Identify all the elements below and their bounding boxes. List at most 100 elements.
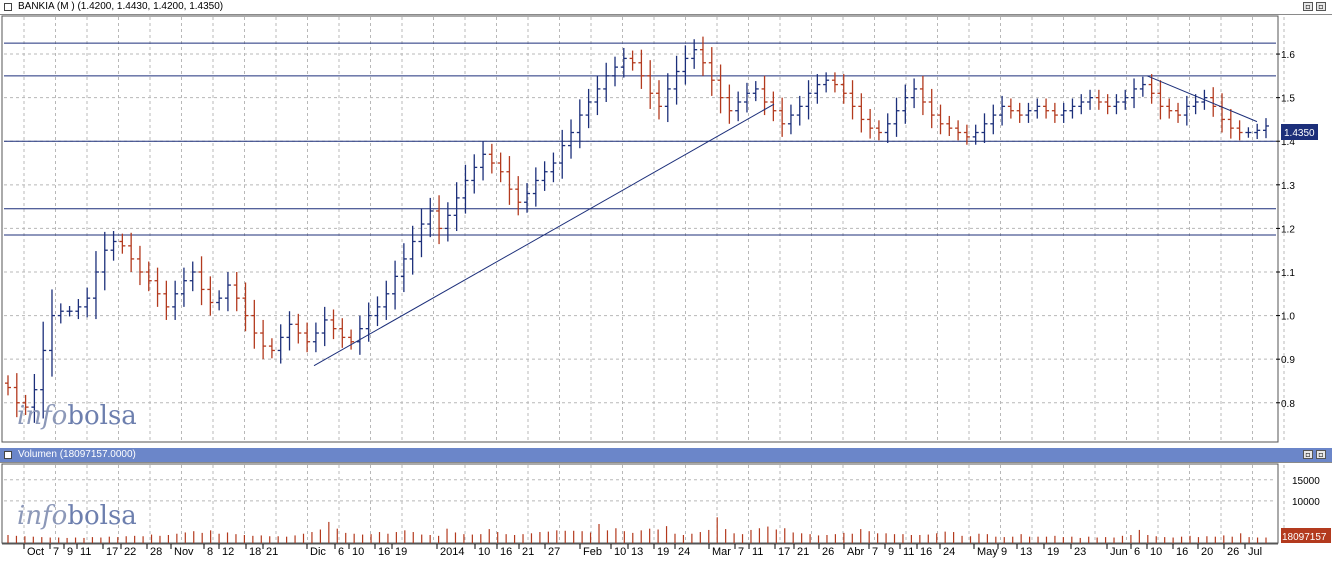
- x-tick-label: 7: [872, 546, 878, 558]
- minimize-icon[interactable]: ▫: [1303, 2, 1313, 11]
- watermark-prefix: info: [17, 401, 67, 431]
- ohlc-bar: [304, 322, 311, 353]
- ohlc-bar: [110, 231, 117, 261]
- last-price-label: 1.4350: [1284, 128, 1315, 139]
- ohlc-bar: [119, 233, 126, 254]
- x-tick-label: 6: [1134, 546, 1140, 558]
- trendline-support[interactable]: [313, 103, 775, 367]
- ohlc-bar: [268, 338, 275, 359]
- ohlc-bar: [576, 99, 583, 149]
- watermark-prefix: info: [17, 501, 67, 531]
- x-tick-label: Jun: [1110, 546, 1128, 558]
- ohlc-bar: [427, 197, 434, 238]
- x-tick-label: Abr: [847, 546, 864, 558]
- x-tick-label: Feb: [583, 546, 602, 558]
- ohlc-bar: [189, 261, 196, 292]
- x-tick-label: 10: [352, 546, 364, 558]
- ohlc-bars: [5, 36, 1269, 423]
- x-tick-label: 10: [614, 546, 626, 558]
- x-tick-label: Dic: [310, 546, 326, 558]
- ohlc-bar: [805, 80, 812, 120]
- ohlc-bar: [849, 80, 856, 120]
- panel-menu-icon[interactable]: [4, 451, 12, 459]
- ohlc-bar: [242, 282, 249, 332]
- ohlc-bar: [770, 91, 777, 122]
- ohlc-bar: [1122, 89, 1129, 110]
- ohlc-bar: [1236, 120, 1243, 141]
- ohlc-bar: [453, 182, 460, 232]
- x-tick-label: 19: [1047, 546, 1059, 558]
- ohlc-bar: [163, 280, 170, 320]
- ohlc-bar: [902, 84, 909, 124]
- volume-tick-label: 15000: [1292, 476, 1320, 487]
- x-tick-label: 16: [920, 546, 932, 558]
- ohlc-bar: [787, 104, 794, 135]
- ohlc-bar: [831, 72, 838, 93]
- ohlc-bar: [1131, 78, 1138, 109]
- maximize-icon[interactable]: ▫: [1316, 450, 1326, 459]
- ohlc-bar: [1016, 102, 1023, 123]
- maximize-icon[interactable]: ▫: [1316, 2, 1326, 11]
- volume-tick-label: 10000: [1292, 497, 1320, 508]
- x-tick-label: Oct: [27, 546, 44, 558]
- ohlc-bar: [796, 95, 803, 126]
- x-tick-label: 27: [548, 546, 560, 558]
- x-tick-label: 26: [822, 546, 834, 558]
- minimize-icon[interactable]: ▫: [1303, 450, 1313, 459]
- x-tick-label: 9: [67, 546, 73, 558]
- ohlc-bar: [664, 73, 671, 123]
- ohlc-bar: [84, 287, 91, 318]
- ohlc-bar: [295, 313, 302, 344]
- ohlc-bar: [911, 78, 918, 109]
- ohlc-bar: [330, 309, 337, 340]
- x-tick-label: May: [977, 546, 998, 558]
- ohlc-bar: [735, 91, 742, 122]
- ohlc-bar: [779, 97, 786, 137]
- ohlc-bar: [374, 296, 381, 327]
- x-tick-label: 23: [1074, 546, 1086, 558]
- ohlc-bar: [673, 55, 680, 105]
- ohlc-bar: [972, 124, 979, 145]
- ohlc-bar: [1192, 94, 1199, 115]
- date-x-axis: Oct 7 9 11 17 22 28 Nov 8 12 18 21 Dic 6 10 16 19 2014 10 1…: [2, 543, 1278, 558]
- ohlc-bar: [207, 276, 214, 316]
- ohlc-bar: [40, 321, 47, 419]
- ohlc-bar: [409, 225, 416, 275]
- x-tick-label: 11: [80, 546, 91, 558]
- ohlc-bar: [216, 290, 223, 311]
- x-tick-label: 9: [888, 546, 894, 558]
- ohlc-bar: [823, 72, 830, 93]
- support-resistance-lines: [4, 42, 1276, 236]
- ohlc-bar: [594, 75, 601, 116]
- last-volume-badge: [1281, 528, 1331, 543]
- ohlc-bar: [31, 374, 38, 423]
- ohlc-bar: [1060, 102, 1067, 123]
- ohlc-bar: [312, 322, 319, 353]
- ohlc-bar: [1263, 118, 1269, 139]
- price-watermark: infobolsa: [17, 401, 137, 431]
- ohlc-bar: [752, 81, 759, 102]
- ohlc-bar: [1095, 89, 1102, 110]
- trendline-resistance[interactable]: [1146, 75, 1258, 123]
- ohlc-bar: [884, 113, 891, 143]
- ohlc-bar: [963, 124, 970, 145]
- x-tick-label: 7: [53, 546, 59, 558]
- ohlc-bar: [1025, 102, 1032, 123]
- ohlc-bar: [1148, 74, 1155, 104]
- ohlc-bar: [1104, 94, 1111, 115]
- x-tick-label: 24: [943, 546, 955, 558]
- ohlc-bar: [128, 232, 135, 272]
- y-tick-label: 0.8: [1281, 399, 1295, 410]
- ohlc-bar: [1227, 108, 1234, 139]
- ohlc-bar: [585, 88, 592, 129]
- ohlc-bar: [348, 329, 355, 350]
- ohlc-bar: [172, 280, 179, 320]
- ohlc-bar: [524, 183, 531, 213]
- panel-menu-icon[interactable]: [4, 3, 12, 11]
- ohlc-bar: [356, 315, 363, 355]
- x-tick-label: 21: [266, 546, 278, 558]
- ohlc-bar: [699, 36, 706, 76]
- ohlc-bar: [1254, 123, 1261, 140]
- volume-watermark: infobolsa: [17, 501, 137, 531]
- ohlc-bar: [436, 195, 443, 245]
